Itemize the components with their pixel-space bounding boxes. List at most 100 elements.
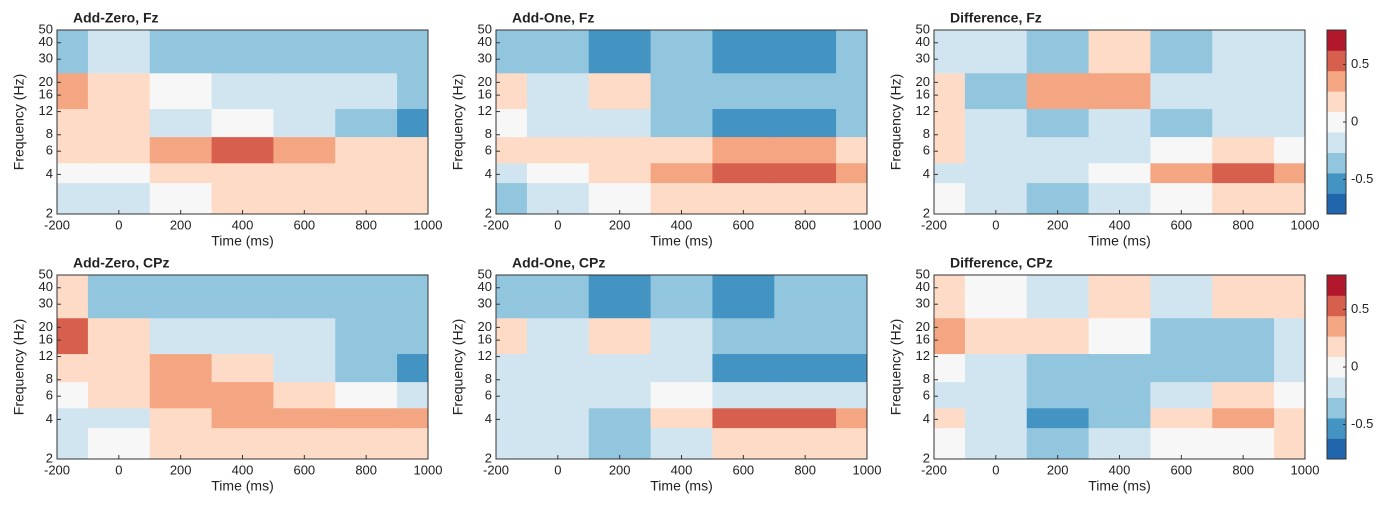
heat-cell	[1150, 162, 1213, 184]
heat-cell	[526, 72, 590, 110]
y-tick-label: 2	[46, 450, 53, 465]
heat-cell	[1274, 108, 1305, 138]
heat-cell	[1088, 108, 1151, 138]
heat-cell	[496, 162, 528, 184]
x-tick-label: 200	[170, 217, 192, 232]
heat-cell	[934, 162, 966, 184]
heat-cell	[650, 72, 713, 110]
heat-cell	[964, 182, 1028, 214]
y-axis-label: Frequency (Hz)	[888, 319, 904, 415]
y-tick-label: 50	[478, 21, 492, 36]
heat-cell	[1026, 30, 1090, 74]
heat-cell	[1026, 317, 1090, 355]
y-tick-label: 8	[46, 371, 53, 386]
heat-cell	[934, 182, 966, 214]
y-tick-label: 12	[39, 348, 53, 363]
x-tick-label: 1000	[853, 462, 882, 477]
heat-cell	[1088, 136, 1151, 164]
heat-cell	[87, 353, 151, 383]
heat-cell	[335, 353, 398, 383]
x-tick-label: -200	[921, 462, 947, 477]
heat-cell	[87, 427, 151, 459]
heat-cell	[211, 162, 274, 184]
heat-cell	[712, 407, 775, 429]
heat-cell	[211, 427, 274, 459]
heat-cell	[964, 72, 1028, 110]
y-tick-label: 16	[39, 87, 53, 102]
y-tick-label: 20	[39, 319, 53, 334]
heat-cell	[1150, 108, 1213, 138]
heat-cell	[774, 162, 837, 184]
heat-cell	[87, 162, 151, 184]
heat-cell	[774, 353, 837, 383]
heat-cell	[496, 30, 528, 74]
y-tick-label: 20	[478, 74, 492, 89]
y-tick-label: 4	[923, 411, 930, 426]
heat-cell	[588, 136, 652, 164]
heat-cell	[1274, 353, 1305, 383]
heat-cell	[211, 136, 274, 164]
heat-cell	[149, 162, 213, 184]
heat-cell	[273, 162, 336, 184]
colorbar-swatch	[1327, 356, 1346, 378]
heat-cell	[588, 108, 652, 138]
y-axis-label: Frequency (Hz)	[11, 74, 27, 170]
heat-cell	[87, 275, 151, 319]
heat-cell	[1212, 30, 1275, 74]
heat-cell	[712, 72, 775, 110]
heat-cell	[211, 182, 274, 214]
colorbar-swatch	[1327, 397, 1346, 419]
y-tick-label: 2	[485, 205, 492, 220]
heat-cell	[712, 381, 775, 409]
heat-cell	[1274, 275, 1305, 319]
y-tick-label: 50	[916, 21, 930, 36]
colorbar-swatch	[1327, 193, 1346, 215]
y-tick-label: 6	[485, 388, 492, 403]
x-tick-label: -200	[44, 217, 70, 232]
y-tick-label: 40	[916, 279, 930, 294]
heat-cell	[650, 407, 713, 429]
y-axis-label: Frequency (Hz)	[11, 319, 27, 415]
heat-cell	[273, 136, 336, 164]
heat-cell	[1274, 72, 1305, 110]
y-tick-label: 6	[46, 143, 53, 158]
y-tick-label: 40	[478, 279, 492, 294]
heat-cell	[1212, 136, 1275, 164]
heat-cell	[87, 317, 151, 355]
heat-cell	[774, 407, 837, 429]
heat-cell	[712, 136, 775, 164]
y-tick-label: 40	[478, 34, 492, 49]
x-axis-label: Time (ms)	[1088, 478, 1150, 494]
heat-cell	[149, 136, 213, 164]
heat-cell	[1026, 275, 1090, 319]
heat-cell	[1088, 182, 1151, 214]
heat-cell	[1274, 162, 1305, 184]
heat-cell	[964, 381, 1028, 409]
heat-cell	[1088, 381, 1151, 409]
heat-cell	[57, 317, 89, 355]
heat-cell	[774, 317, 837, 355]
heat-cell	[1088, 427, 1151, 459]
heat-cell	[774, 108, 837, 138]
heat-cell	[211, 108, 274, 138]
heat-cell	[57, 427, 89, 459]
panel-title: Add-Zero, CPz	[73, 255, 169, 271]
heat-cell	[650, 317, 713, 355]
heat-cell	[588, 162, 652, 184]
heat-cell	[1274, 30, 1305, 74]
heat-cell	[774, 72, 837, 110]
x-tick-label: 400	[671, 217, 693, 232]
heat-cell	[149, 381, 213, 409]
heat-cell	[273, 427, 336, 459]
heat-cell	[934, 72, 966, 110]
heat-cell	[335, 136, 398, 164]
heat-cell	[934, 381, 966, 409]
heat-cell	[1150, 407, 1213, 429]
heat-cell	[397, 353, 428, 383]
y-tick-label: 16	[478, 87, 492, 102]
heat-cell	[397, 108, 428, 138]
